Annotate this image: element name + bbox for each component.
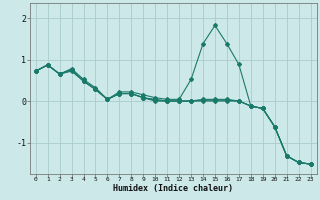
X-axis label: Humidex (Indice chaleur): Humidex (Indice chaleur) [113, 184, 233, 193]
